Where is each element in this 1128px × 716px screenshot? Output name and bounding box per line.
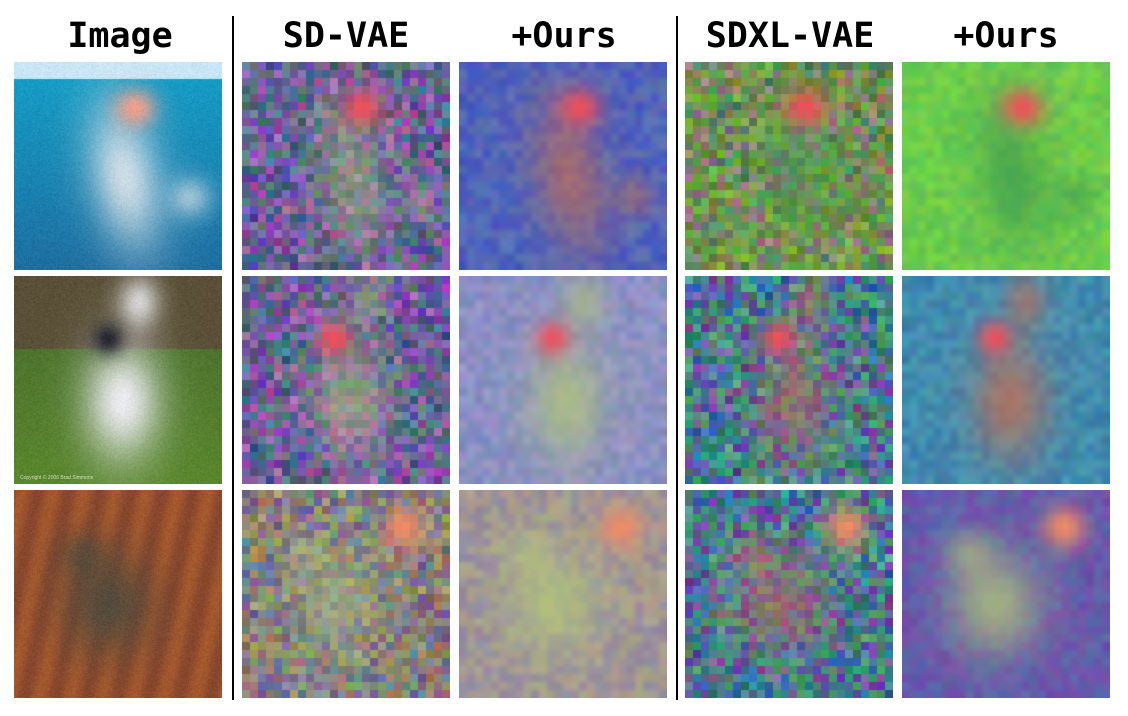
column-header-sd-ours: +Ours bbox=[511, 16, 617, 56]
feature-map-sd-ours-cat bbox=[459, 490, 667, 698]
feature-map-sdxl-vae-cockatoo bbox=[685, 276, 893, 484]
shark-feature-visualization bbox=[242, 62, 450, 270]
column-header-sd-vae: SD-VAE bbox=[282, 16, 410, 56]
cockatoo-feature-visualization bbox=[902, 276, 1110, 484]
cat-feature-visualization bbox=[902, 490, 1110, 698]
photo-watermark: Copyright © 2006 Brad Simmons bbox=[20, 475, 94, 481]
cat-feature-visualization bbox=[459, 490, 667, 698]
shark-feature-visualization bbox=[459, 62, 667, 270]
feature-map-sd-vae-cat bbox=[242, 490, 450, 698]
feature-map-sd-ours-shark bbox=[459, 62, 667, 270]
feature-map-sd-ours-cockatoo bbox=[459, 276, 667, 484]
column-header-sdxl-ours: +Ours bbox=[953, 16, 1059, 56]
feature-map-sd-vae-cockatoo bbox=[242, 276, 450, 484]
shark-feature-visualization bbox=[902, 62, 1110, 270]
input-image-cat bbox=[14, 490, 222, 698]
cockatoo-feature-visualization bbox=[459, 276, 667, 484]
shark-feature-visualization bbox=[685, 62, 893, 270]
cat-photo bbox=[14, 490, 222, 698]
feature-map-sdxl-vae-shark bbox=[685, 62, 893, 270]
feature-map-sdxl-ours-cockatoo bbox=[902, 276, 1110, 484]
shark-photo bbox=[14, 62, 222, 270]
input-image-shark bbox=[14, 62, 222, 270]
feature-map-sdxl-ours-cat bbox=[902, 490, 1110, 698]
divider-right bbox=[676, 16, 678, 700]
feature-map-sdxl-vae-cat bbox=[685, 490, 893, 698]
divider-left bbox=[232, 16, 234, 700]
column-header-sdxl-vae: SDXL-VAE bbox=[705, 16, 875, 56]
feature-map-sd-vae-shark bbox=[242, 62, 450, 270]
cockatoo-feature-visualization bbox=[685, 276, 893, 484]
column-header-image: Image bbox=[67, 16, 173, 56]
cockatoo-feature-visualization bbox=[242, 276, 450, 484]
input-image-cockatoo: Copyright © 2006 Brad Simmons bbox=[14, 276, 222, 484]
cat-feature-visualization bbox=[685, 490, 893, 698]
cockatoo-photo bbox=[14, 276, 222, 484]
feature-map-sdxl-ours-shark bbox=[902, 62, 1110, 270]
cat-feature-visualization bbox=[242, 490, 450, 698]
